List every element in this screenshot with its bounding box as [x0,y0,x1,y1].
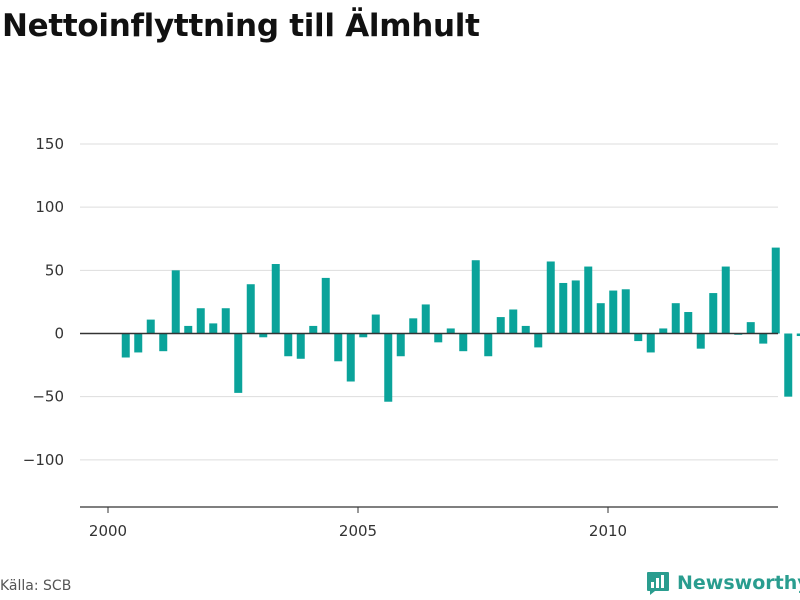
bar [646,333,655,353]
bar [746,322,755,334]
bar [321,277,330,334]
bar [771,247,780,334]
bar [621,289,630,334]
bar [484,333,493,357]
bar [221,308,230,334]
x-tick-label: 2010 [589,522,627,540]
bar [534,333,543,348]
bar [384,333,393,402]
bar [409,318,418,334]
brand-name: Newsworthy [677,572,800,594]
x-tick-labels: 200020052010201520202025 [89,522,627,540]
bar [784,333,793,397]
bar [209,323,218,334]
gridlines [80,143,778,461]
bars [121,247,800,402]
bar [146,319,155,334]
bar [659,328,668,334]
bar [134,333,143,353]
bar [434,333,443,343]
y-tick-label: 100 [35,198,64,216]
bar [759,333,768,344]
bar [334,333,343,362]
bar [359,333,368,338]
bar [196,308,205,334]
y-tick-label: 150 [35,135,64,153]
bar [709,293,718,334]
x-tick-label: 2005 [339,522,377,540]
bar [396,333,405,357]
bar [234,333,243,393]
bar [121,333,130,358]
axes [80,332,778,513]
bar [596,303,605,334]
bar [284,333,293,357]
bar [509,309,518,334]
bar [546,261,555,334]
bar [259,333,268,338]
newsworthy-logo-icon [647,572,669,595]
chart-title: Nettoinflyttning till Älmhult [2,8,480,44]
bar [371,314,380,334]
bar [246,284,255,334]
y-tick-label: 50 [45,261,64,279]
y-tick-label: 0 [54,325,64,343]
bar [609,290,618,334]
bar [721,266,730,334]
bar [696,333,705,349]
bar [171,270,180,334]
bar [796,333,800,337]
bar [471,260,480,334]
y-tick-label: −100 [23,451,64,469]
bar [159,333,168,352]
bar [496,317,505,334]
brand-logo[interactable]: Newsworthy [645,570,800,596]
bar [446,328,455,334]
bar [571,280,580,334]
bar [671,303,680,334]
x-tick-label: 2000 [89,522,127,540]
bar [271,264,280,334]
bar [459,333,468,352]
y-tick-labels: −100 −50 0 50 100 150 [23,135,64,469]
bar [634,333,643,342]
y-tick-label: −50 [32,388,64,406]
bar [559,282,568,334]
bar [684,312,693,334]
bar [346,333,355,382]
bar [584,266,593,334]
bar [421,304,430,334]
bar [296,333,305,359]
source-note: Källa: SCB [0,578,72,594]
bar [184,325,193,334]
bar [521,325,530,334]
bar [309,325,318,334]
